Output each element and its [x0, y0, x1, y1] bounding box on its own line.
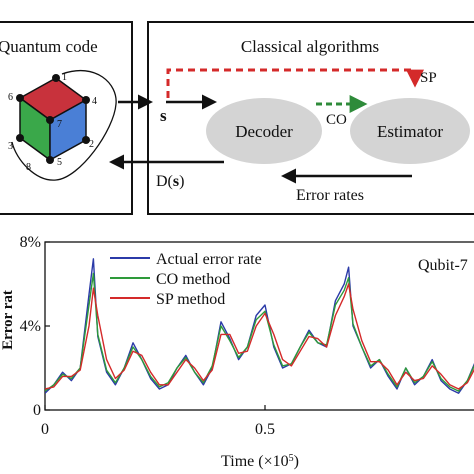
vertex-label-6: 6 — [8, 92, 13, 103]
vertex-label-4: 4 — [92, 96, 97, 107]
vertex-label-7: 7 — [57, 119, 62, 130]
series-line-2 — [45, 283, 474, 390]
vertex-label-5: 5 — [57, 157, 62, 168]
vertex-label-1: 1 — [62, 72, 67, 83]
quantum-code-box — [0, 21, 133, 215]
y-axis-label: Error rat — [0, 290, 16, 350]
legend: Actual error rate CO method SP method — [110, 251, 262, 308]
error-rates-label: Error rates — [296, 187, 364, 204]
x-tick-label-0: 0 — [41, 421, 49, 438]
decoder-ellipse — [206, 98, 322, 164]
co-label: CO — [326, 112, 347, 128]
quantum-code-title: Quantum code — [0, 37, 98, 56]
cube-vertex-4 — [82, 96, 90, 104]
cube-vertex-1 — [52, 74, 60, 82]
decoder-label: Decoder — [235, 122, 293, 141]
cube-vertex-3 — [16, 134, 24, 142]
cube-icon: 1 2 3 4 5 6 7 8 — [8, 69, 117, 181]
cube-vertex-5 — [46, 156, 54, 164]
cube-vertex-2 — [82, 136, 90, 144]
qubit-label: Qubit-7 — [418, 257, 468, 274]
tick-layer: 0 4% 8% 0 0.5 — [20, 234, 275, 438]
correction-label: D(s) — [156, 173, 184, 190]
x-axis-label: Time (×105) — [221, 453, 299, 471]
y-tick-label-1: 4% — [20, 318, 41, 335]
estimator-label: Estimator — [377, 122, 443, 141]
cube-vertex-6 — [16, 94, 24, 102]
diagram: Quantum code 1 2 3 4 5 6 7 8 Classical a… — [0, 21, 474, 215]
vertex-label-3: 3 — [8, 141, 13, 152]
y-tick-label-2: 8% — [20, 234, 41, 251]
classical-algorithms-box — [147, 21, 474, 215]
sp-label: SP — [420, 70, 437, 86]
vertex-label-8: 8 — [26, 162, 31, 173]
cube-boundary-curve — [11, 69, 117, 181]
sp-arrow — [166, 68, 424, 98]
vertex-label-2: 2 — [89, 139, 94, 150]
y-tick-label-0: 0 — [33, 402, 41, 419]
error-rate-chart: 04%8%0 0.5 Error rat Time (×105) Qubit-7 … — [0, 234, 474, 470]
syndrome-label: s — [160, 106, 167, 125]
series-line-1 — [45, 272, 474, 392]
x-tick-label-1: 0.5 — [255, 421, 275, 438]
classical-algorithms-title: Classical algorithms — [241, 37, 379, 56]
cube-vertex-7 — [46, 116, 54, 124]
legend-label-co: CO method — [156, 271, 230, 288]
legend-label-actual: Actual error rate — [156, 251, 262, 268]
estimator-ellipse — [350, 98, 470, 164]
legend-label-sp: SP method — [156, 291, 225, 308]
series-layer — [45, 258, 474, 394]
